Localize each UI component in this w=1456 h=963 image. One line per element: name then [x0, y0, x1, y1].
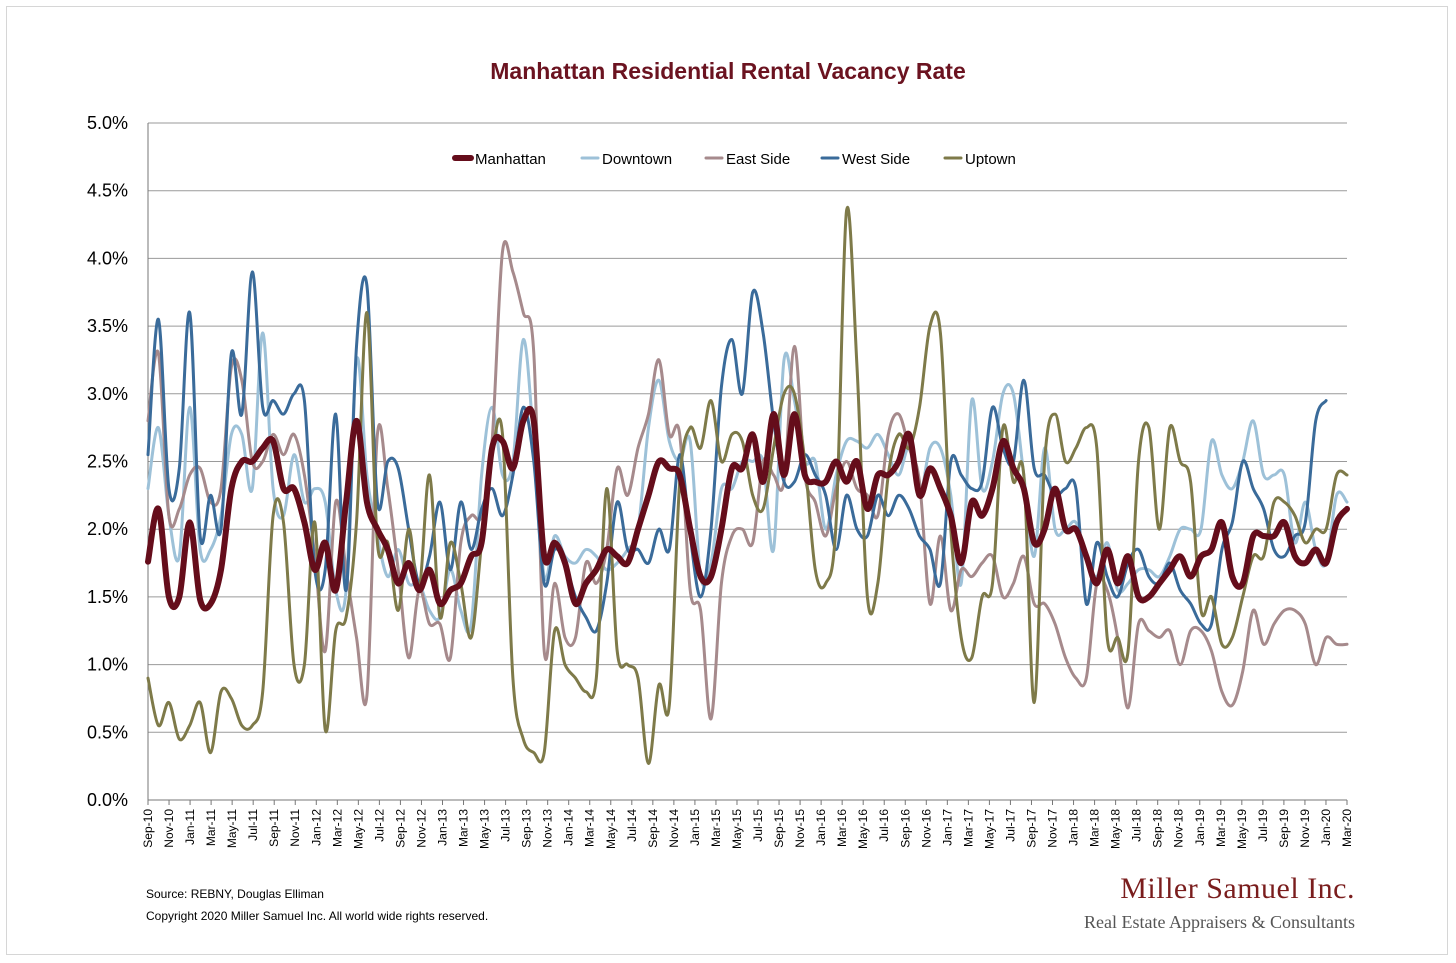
x-tick-label: Mar-13	[457, 809, 471, 847]
x-axis: Sep-10 Nov-10 Jan-11 Mar-11 May-11 Jul-11 Sep-…	[141, 800, 1354, 849]
x-tick-label: Mar-19	[1214, 809, 1228, 847]
series-line-manhattan	[145, 405, 1350, 612]
x-tick-label: May-15	[730, 809, 744, 849]
y-tick-label: 2.0%	[87, 519, 128, 539]
x-tick-label: Mar-12	[330, 809, 344, 847]
x-tick-label: Jan-19	[1193, 809, 1207, 846]
series-line-uptown	[146, 206, 1349, 765]
grid-lines	[148, 122, 1347, 801]
x-tick-label: May-14	[604, 809, 618, 849]
x-tick-label: Jan-13	[435, 809, 449, 846]
x-tick-label: Jan-20	[1319, 809, 1333, 846]
x-tick-label: Jul-11	[246, 809, 260, 841]
x-tick-label: Jul-18	[1130, 809, 1144, 842]
legend: Manhattan Downtown East Side West Side Uptow…	[452, 151, 1016, 168]
x-tick-label: Nov-10	[162, 809, 176, 848]
x-tick-label: Sep-17	[1024, 809, 1038, 848]
x-tick-label: Nov-15	[793, 809, 807, 848]
x-tick-label: Mar-16	[835, 809, 849, 847]
x-tick-label: Sep-11	[267, 809, 281, 847]
x-tick-label: Sep-12	[393, 809, 407, 848]
source-note: Source: REBNY, Douglas Elliman	[146, 887, 324, 901]
legend-label-east-side: East Side	[726, 151, 790, 168]
x-tick-label: Nov-14	[667, 809, 681, 848]
x-tick-label: May-19	[1235, 809, 1249, 849]
y-tick-label: 4.0%	[87, 248, 128, 268]
copyright-note: Copyright 2020 Miller Samuel Inc. All wo…	[146, 909, 488, 923]
x-tick-label: Sep-14	[646, 809, 660, 848]
x-tick-label: Jul-14	[625, 809, 639, 842]
chart-title: Manhattan Residential Rental Vacancy Rat…	[490, 58, 966, 84]
y-tick-label: 0.5%	[87, 722, 128, 742]
x-tick-label: Jan-14	[562, 809, 576, 846]
series-line-east-side	[146, 240, 1349, 721]
y-tick-label: 2.5%	[87, 452, 128, 472]
x-tick-label: Nov-18	[1172, 809, 1186, 848]
x-tick-label: Mar-17	[961, 809, 975, 847]
x-tick-label: Sep-19	[1277, 809, 1291, 848]
legend-label-downtown: Downtown	[602, 151, 672, 168]
x-tick-label: May-18	[1109, 809, 1123, 849]
x-tick-label: Mar-14	[583, 809, 597, 847]
x-tick-label: Nov-17	[1046, 809, 1060, 848]
x-tick-label: Jan-17	[940, 809, 954, 846]
y-tick-label: 5.0%	[87, 113, 128, 133]
y-tick-label: 3.0%	[87, 384, 128, 404]
x-tick-label: Sep-15	[772, 809, 786, 848]
x-tick-label: May-12	[351, 809, 365, 849]
x-tick-label: Jan-18	[1067, 809, 1081, 846]
x-tick-label: Nov-13	[541, 809, 555, 848]
logo-tagline: Real Estate Appraisers & Consultants	[1084, 912, 1355, 932]
company-logo: Miller Samuel Inc. Real Estate Appraiser…	[1084, 872, 1355, 932]
x-tick-label: Jan-15	[688, 809, 702, 846]
x-tick-label: Jan-12	[309, 809, 323, 846]
x-tick-label: Nov-16	[919, 809, 933, 848]
x-tick-label: Nov-12	[414, 809, 428, 848]
x-tick-label: May-17	[982, 809, 996, 849]
x-tick-label: Nov-11	[288, 809, 302, 847]
series-lines	[145, 206, 1350, 765]
x-tick-label: Jul-16	[877, 809, 891, 842]
legend-label-west-side: West Side	[842, 151, 910, 168]
y-tick-label: 1.5%	[87, 587, 128, 607]
x-tick-label: Sep-13	[520, 809, 534, 848]
y-tick-label: 0.0%	[87, 790, 128, 810]
x-tick-label: Jan-11	[183, 809, 197, 845]
y-axis: 0.0% 0.5% 1.0% 1.5% 2.0% 2.5% 3.0% 3.5% 4.0% 4.5%…	[87, 113, 149, 810]
x-tick-label: Jul-13	[499, 809, 513, 842]
x-tick-label: Mar-18	[1088, 809, 1102, 847]
x-tick-label: Mar-15	[709, 809, 723, 847]
x-tick-label: Jul-15	[751, 809, 765, 842]
logo-name: Miller Samuel Inc.	[1120, 872, 1355, 905]
x-tick-label: Sep-10	[141, 809, 155, 848]
x-tick-label: Jul-19	[1256, 809, 1270, 842]
y-tick-label: 3.5%	[87, 316, 128, 336]
legend-label-uptown: Uptown	[965, 151, 1016, 168]
x-tick-label: Mar-20	[1340, 809, 1354, 847]
x-tick-label: Sep-18	[1151, 809, 1165, 848]
x-tick-label: Mar-11	[204, 809, 218, 846]
x-tick-label: Jan-16	[814, 809, 828, 846]
legend-label-manhattan: Manhattan	[475, 151, 546, 168]
x-tick-label: May-13	[478, 809, 492, 849]
x-tick-label: May-11	[225, 809, 239, 848]
x-tick-label: Sep-16	[898, 809, 912, 848]
series-line-downtown	[146, 331, 1349, 635]
y-tick-label: 1.0%	[87, 655, 128, 675]
y-tick-label: 4.5%	[87, 181, 128, 201]
x-tick-label: Jul-12	[372, 809, 386, 842]
x-tick-label: Jul-17	[1003, 809, 1017, 842]
x-tick-label: May-16	[856, 809, 870, 849]
x-tick-label: Nov-19	[1298, 809, 1312, 848]
